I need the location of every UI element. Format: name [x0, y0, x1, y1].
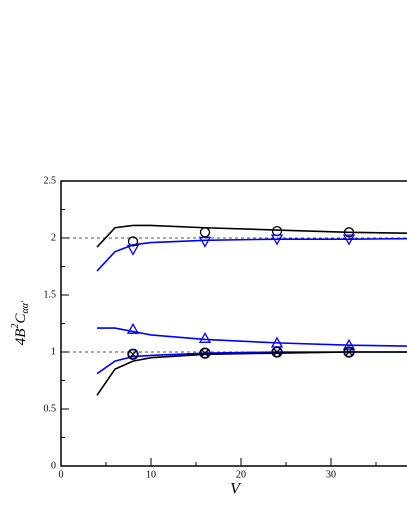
- marker: [342, 338, 356, 350]
- marker: [127, 348, 139, 360]
- marker: [271, 226, 283, 237]
- marker: [198, 236, 212, 248]
- y-tick-label: 2: [51, 232, 56, 243]
- marker: [271, 346, 283, 358]
- marker: [126, 322, 140, 334]
- marker: [198, 331, 212, 343]
- series-line: [97, 327, 407, 347]
- x-tick-label: 20: [236, 469, 246, 480]
- series-line: [96, 351, 407, 396]
- y-axis-label: 4B2Cαα′: [10, 300, 31, 345]
- marker: [270, 234, 284, 246]
- y-label-sup: 2: [10, 324, 21, 329]
- marker: [342, 234, 356, 246]
- marker: [126, 244, 140, 256]
- series-line: [96, 237, 407, 272]
- marker: [199, 227, 211, 238]
- y-tick-label: 0: [51, 460, 56, 471]
- x-tick-label: 30: [326, 469, 336, 480]
- y-label-part: C: [13, 313, 29, 324]
- y-tick-label: 0.5: [44, 403, 57, 414]
- marker: [199, 347, 211, 359]
- x-tick-label: 0: [59, 469, 64, 480]
- marker: [343, 227, 355, 238]
- series-line: [96, 224, 407, 248]
- y-label-sub: αα′: [20, 300, 31, 313]
- marker: [343, 346, 355, 358]
- y-label-part: 4B: [13, 329, 29, 346]
- y-tick-label: 2.5: [44, 175, 57, 186]
- series-line: [96, 351, 407, 375]
- y-tick-label: 1.5: [44, 289, 57, 300]
- y-tick-label: 1: [51, 346, 56, 357]
- plot-frame: [60, 180, 407, 467]
- x-tick-label: 10: [146, 469, 156, 480]
- x-axis-label: V: [230, 481, 242, 498]
